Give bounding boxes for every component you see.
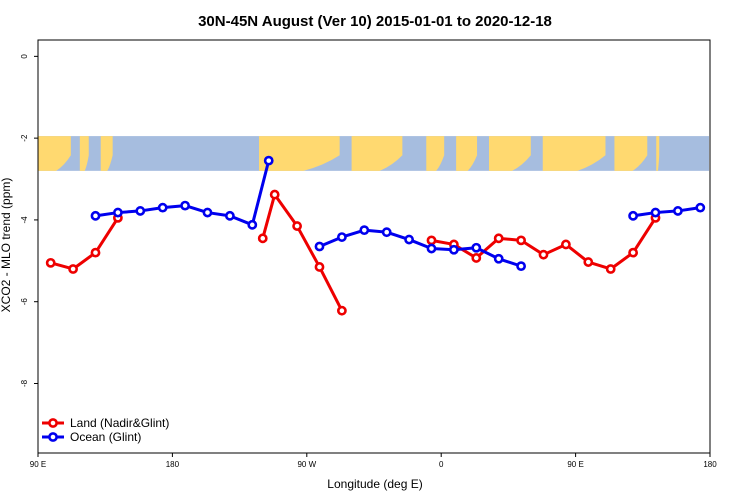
data-point [538, 249, 549, 260]
map-land-shape [100, 136, 113, 171]
data-point [202, 207, 213, 218]
data-point [695, 202, 706, 213]
data-point [516, 261, 526, 272]
data-point [68, 264, 78, 274]
data-point [90, 247, 101, 258]
y-axis-label: XCO2 - MLO trend (ppm) [0, 178, 13, 313]
legend-label: Land (Nadir&Glint) [70, 416, 169, 430]
plot-frame [37, 39, 711, 454]
y-tick-label: -2 [20, 134, 29, 142]
data-point [605, 264, 616, 274]
y-tick-label: -4 [20, 216, 29, 224]
world-map-band [38, 136, 709, 171]
data-point [112, 207, 123, 218]
map-land-shape [614, 136, 648, 171]
series-line [261, 193, 344, 312]
data-point [426, 235, 437, 246]
series-line [431, 217, 657, 271]
data-point [672, 206, 683, 216]
data-point [314, 262, 325, 272]
data-point [257, 233, 268, 244]
y-tick-label: 0 [20, 54, 29, 59]
data-point [314, 241, 325, 252]
data-point [381, 227, 392, 238]
data-point [628, 247, 638, 258]
x-tick-label: 90 W [297, 460, 316, 469]
data-point [650, 207, 661, 218]
map-land-shape [426, 136, 445, 171]
data-point [448, 244, 459, 255]
legend: Land (Nadir&Glint)Ocean (Glint) [42, 416, 169, 444]
series-line [318, 228, 522, 268]
x-tick-label: 90 E [30, 460, 46, 469]
x-axis: 90 E 180 90 W 0 90 E 180 [30, 453, 717, 469]
x-tick-label: 180 [166, 460, 180, 469]
map-land-shape [259, 136, 340, 171]
map-land-shape [79, 136, 89, 171]
data-point [135, 206, 146, 216]
data-point [404, 234, 414, 245]
y-tick-label: -8 [20, 379, 29, 387]
data-point [471, 242, 482, 253]
x-tick-label: 90 E [567, 460, 583, 469]
data-point [516, 235, 526, 246]
data-point [336, 232, 347, 242]
x-tick-label: 0 [439, 460, 444, 469]
legend-item: Ocean (Glint) [42, 430, 141, 444]
data-point [583, 257, 594, 267]
data-point [224, 210, 235, 221]
legend-item: Land (Nadir&Glint) [42, 416, 169, 430]
data-point [90, 210, 101, 221]
data-point [471, 253, 482, 263]
data-point [560, 239, 571, 250]
x-tick-label: 180 [703, 460, 717, 469]
data-point [263, 155, 274, 166]
map-land-shape [38, 136, 71, 171]
x-axis-label: Longitude (deg E) [327, 477, 422, 491]
map-land-shape [542, 136, 606, 171]
map-land-shape [351, 136, 403, 171]
legend-marker [48, 418, 58, 428]
data-point [493, 233, 504, 244]
data-point [180, 200, 190, 211]
data-point [336, 305, 347, 316]
series-line [50, 217, 120, 271]
data-point [493, 253, 504, 264]
map-land-shape [656, 136, 660, 171]
y-tick-label: -6 [20, 298, 29, 306]
legend-marker [48, 432, 58, 442]
chart-title: 30N-45N August (Ver 10) 2015-01-01 to 20… [198, 13, 552, 30]
data-point [292, 221, 302, 231]
map-land-shape [488, 136, 531, 171]
series-ocean [90, 155, 706, 272]
map-land-shape [456, 136, 478, 171]
series-group [45, 155, 706, 316]
data-point [359, 225, 370, 236]
series-line [632, 206, 701, 218]
data-point [269, 189, 280, 200]
data-point [157, 202, 168, 213]
data-point [628, 210, 638, 221]
data-point [247, 219, 258, 230]
legend-label: Ocean (Glint) [70, 430, 141, 444]
y-axis: 0 -2 -4 -6 -8 [20, 54, 38, 387]
data-point [426, 243, 437, 254]
data-point [45, 257, 56, 268]
